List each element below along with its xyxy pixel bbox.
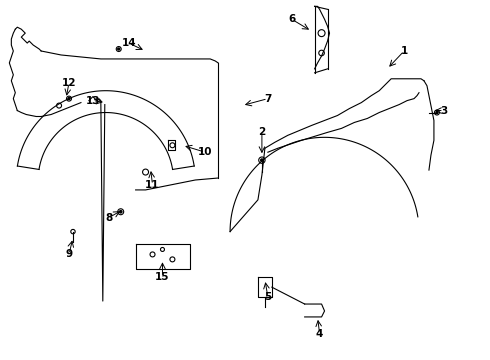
Text: 1: 1 xyxy=(400,46,408,56)
Text: 3: 3 xyxy=(440,105,447,116)
Text: 9: 9 xyxy=(66,249,73,260)
Text: 10: 10 xyxy=(198,147,213,157)
Text: 5: 5 xyxy=(264,292,271,302)
Text: 15: 15 xyxy=(155,272,170,282)
Text: 4: 4 xyxy=(316,329,323,339)
Circle shape xyxy=(436,112,438,113)
Text: 13: 13 xyxy=(86,96,100,105)
Circle shape xyxy=(120,211,122,213)
Text: 8: 8 xyxy=(105,213,112,223)
Circle shape xyxy=(261,159,263,161)
Text: 12: 12 xyxy=(62,78,76,88)
Circle shape xyxy=(68,98,70,100)
Text: 11: 11 xyxy=(145,180,160,190)
Text: 7: 7 xyxy=(264,94,271,104)
Circle shape xyxy=(118,48,120,50)
Text: 6: 6 xyxy=(288,14,295,24)
Text: 2: 2 xyxy=(258,127,266,138)
Text: 14: 14 xyxy=(122,38,136,48)
